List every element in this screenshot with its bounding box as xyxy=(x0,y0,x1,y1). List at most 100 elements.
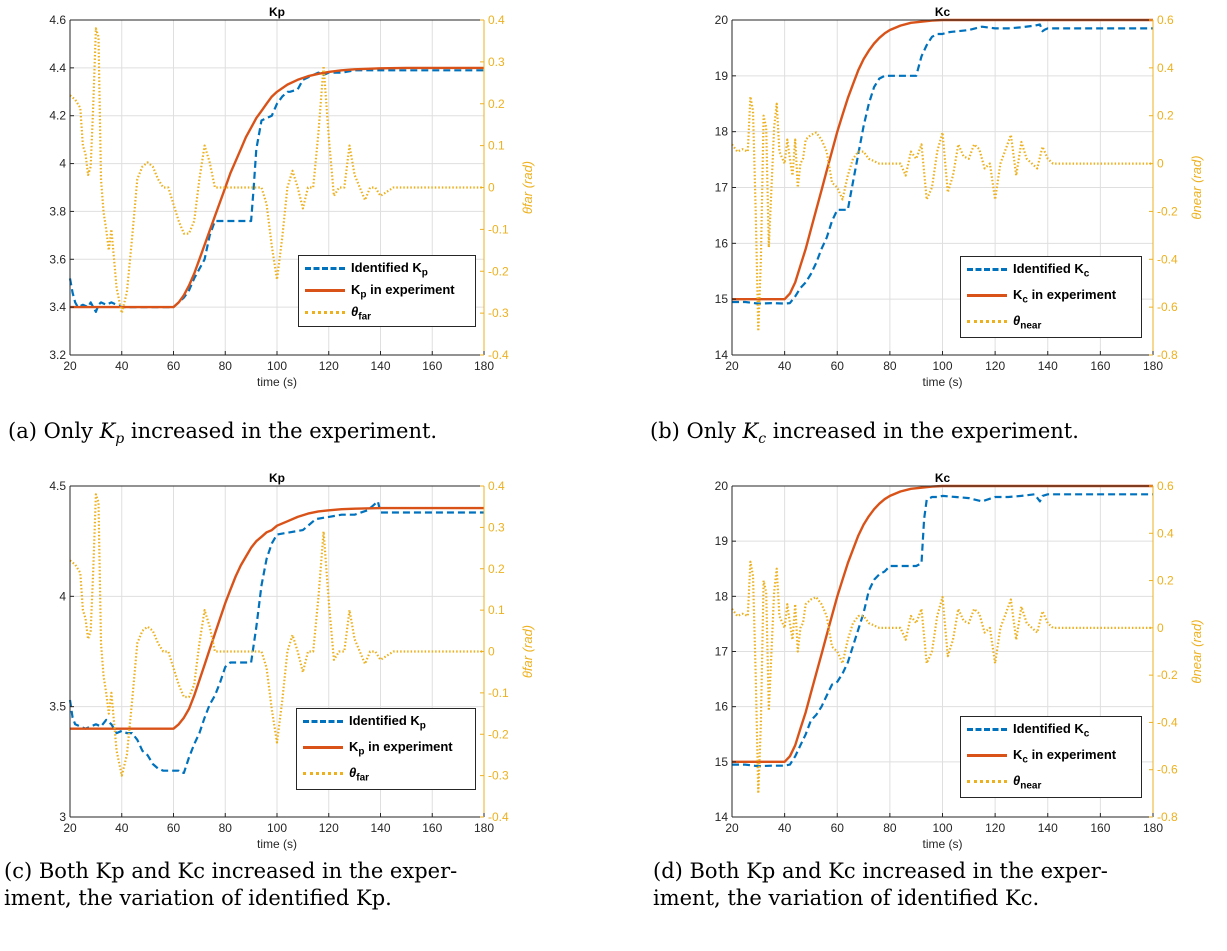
y2-tick-label: -0.4 xyxy=(1157,715,1178,729)
x-tick-label: 140 xyxy=(1038,359,1058,373)
legend-kc-experiment: Kc in experiment xyxy=(1013,287,1117,306)
y2-tick-label: -0.8 xyxy=(1157,348,1178,362)
series-line xyxy=(731,560,1153,795)
y-tick-label: 19 xyxy=(715,69,729,83)
y-tick-label: 17 xyxy=(715,181,729,195)
y2-tick-label: -0.1 xyxy=(488,686,509,700)
y2-tick-label: 0.4 xyxy=(488,479,505,493)
y-tick-label: 14 xyxy=(715,348,729,362)
y-tick-label: 3.2 xyxy=(49,348,66,362)
series-line xyxy=(731,95,1153,333)
x-tick-label: 40 xyxy=(778,821,792,835)
y2-axis-label: θfar (rad) xyxy=(520,625,535,678)
legend-kp-experiment: Kp in experiment xyxy=(351,282,455,301)
x-tick-label: 60 xyxy=(167,821,181,835)
y-tick-label: 17 xyxy=(715,645,729,659)
legend-theta-near: θnear xyxy=(1013,313,1042,332)
y-tick-label: 4.4 xyxy=(49,61,66,75)
y-tick-label: 4 xyxy=(59,157,66,171)
series-line xyxy=(68,69,484,313)
x-tick-label: 20 xyxy=(725,359,739,373)
legend: Identified Kc Kc in experiment θnear xyxy=(960,256,1142,338)
x-tick-label: 140 xyxy=(370,821,390,835)
x-tick-label: 120 xyxy=(985,359,1005,373)
legend-identified-kc: Identified Kc xyxy=(1013,261,1090,280)
x-tick-label: 120 xyxy=(319,821,339,835)
x-axis-label: time (s) xyxy=(923,375,963,389)
y2-tick-label: 0 xyxy=(1157,621,1164,635)
series-line xyxy=(69,27,484,315)
chart-kp-c: 20 40 60 80 100 120 140 160 180 3 3.5 4 4.5 -0.4 -0.3 -… xyxy=(49,471,535,851)
x-axis-label: time (s) xyxy=(257,837,297,851)
x-tick-label: 160 xyxy=(422,821,442,835)
y2-tick-label: -0.1 xyxy=(488,222,509,236)
x-tick-label: 180 xyxy=(474,359,494,373)
legend-kc-experiment: Kc in experiment xyxy=(1013,747,1117,766)
series-line xyxy=(70,66,484,309)
y-tick-label: 3 xyxy=(59,810,66,824)
x-tick-label: 40 xyxy=(115,359,129,373)
x-tick-label: 180 xyxy=(474,821,494,835)
y-tick-label: 3.4 xyxy=(49,300,66,314)
chart-title: Kp xyxy=(269,471,285,485)
y-tick-label: 3.5 xyxy=(49,700,66,714)
y2-tick-label: -0.3 xyxy=(488,769,509,783)
y2-tick-label: -0.2 xyxy=(1157,668,1178,682)
x-tick-label: 20 xyxy=(63,359,77,373)
x-tick-label: 20 xyxy=(725,821,739,835)
y2-axis-label: θnear (rad) xyxy=(1189,155,1204,219)
y2-tick-label: -0.8 xyxy=(1157,810,1178,824)
x-tick-label: 80 xyxy=(883,359,897,373)
y-tick-label: 20 xyxy=(715,13,729,27)
y-tick-label: 15 xyxy=(715,292,729,306)
x-tick-label: 100 xyxy=(267,359,287,373)
x-tick-label: 100 xyxy=(267,821,287,835)
y-tick-label: 14 xyxy=(715,810,729,824)
y2-tick-label: 0.4 xyxy=(1157,526,1174,540)
y2-tick-label: -0.4 xyxy=(488,810,509,824)
x-tick-label: 40 xyxy=(115,821,129,835)
y2-axis-label: θnear (rad) xyxy=(1189,619,1204,683)
x-tick-label: 100 xyxy=(932,821,952,835)
series-line xyxy=(70,506,484,730)
y2-tick-label: 0.1 xyxy=(488,603,505,617)
chart-kp-a: 20 40 60 80 100 120 140 160 180 3.2 3.4 3.6 3.8 4 4.2 4… xyxy=(49,5,535,389)
y2-tick-label: 0.2 xyxy=(488,97,505,111)
legend-identified-kc: Identified Kc xyxy=(1013,721,1090,740)
x-tick-label: 120 xyxy=(985,821,1005,835)
x-axis-label: time (s) xyxy=(257,375,297,389)
y2-tick-label: 0.2 xyxy=(1157,109,1174,123)
y2-tick-label: -0.2 xyxy=(1157,204,1178,218)
y2-tick-label: -0.4 xyxy=(1157,252,1178,266)
x-tick-label: 120 xyxy=(319,359,339,373)
x-tick-label: 60 xyxy=(831,821,845,835)
x-tick-label: 140 xyxy=(1038,821,1058,835)
legend-theta-far: θfar xyxy=(351,304,372,323)
x-tick-label: 80 xyxy=(219,821,233,835)
y-tick-label: 4.2 xyxy=(49,109,66,123)
legend-identified-kp: Identified Kp xyxy=(349,713,426,732)
legend: Identified Kp Kp in experiment θfar xyxy=(296,708,476,790)
y-tick-label: 16 xyxy=(715,700,729,714)
y2-tick-label: 0.4 xyxy=(488,13,505,27)
y-tick-label: 4.6 xyxy=(49,13,66,27)
x-tick-label: 180 xyxy=(1143,359,1163,373)
x-tick-label: 160 xyxy=(1090,821,1110,835)
y2-tick-label: 0.6 xyxy=(1157,479,1174,493)
x-axis-label: time (s) xyxy=(923,837,963,851)
legend-theta-near: θnear xyxy=(1013,773,1042,792)
chart-title: Kp xyxy=(269,5,285,19)
y2-tick-label: 0.2 xyxy=(1157,574,1174,588)
y2-tick-label: -0.2 xyxy=(488,264,509,278)
series-line xyxy=(732,23,1153,305)
y-tick-label: 15 xyxy=(715,755,729,769)
x-tick-label: 160 xyxy=(422,359,442,373)
y2-tick-label: 0.3 xyxy=(488,55,505,69)
chart-title: Kc xyxy=(935,471,951,485)
y2-tick-label: 0 xyxy=(488,181,495,195)
y2-tick-label: -0.4 xyxy=(488,348,509,362)
x-tick-label: 140 xyxy=(370,359,390,373)
x-tick-label: 180 xyxy=(1143,821,1163,835)
chart-kc-b: 20 40 60 80 100 120 140 160 180 14 15 16 17 18 19 20 -0.… xyxy=(715,5,1204,389)
y-tick-label: 19 xyxy=(715,534,729,548)
